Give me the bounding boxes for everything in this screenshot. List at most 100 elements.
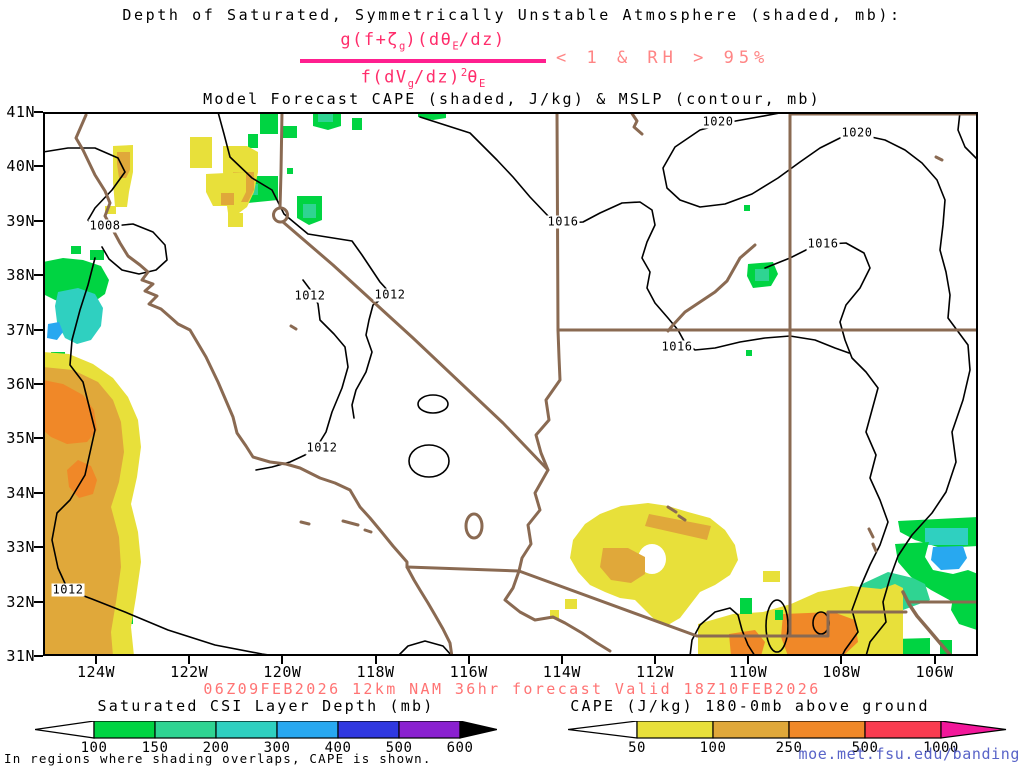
colorado-river: [666, 243, 757, 333]
state-borders: [74, 110, 980, 659]
colorbar-segment: [337, 721, 400, 739]
lon-tick: [560, 656, 563, 664]
colorbar-tick-label: 400: [324, 740, 352, 756]
formula-part: g: [399, 40, 406, 53]
colorbar-segment: [788, 721, 866, 739]
lon-label: 114W: [542, 663, 581, 681]
lon-tick: [840, 656, 843, 664]
contour-1016-ut: [764, 242, 889, 657]
formula-denominator: f(dVg/dz)2θE: [280, 67, 566, 90]
lon-label: 124W: [76, 663, 116, 681]
lon-label: 110W: [729, 663, 768, 681]
colorbar-tick-label: 200: [202, 740, 230, 756]
cape-colorbar-title: CAPE (J/kg) 180-0mb above ground: [570, 697, 930, 715]
lat-tick: [34, 491, 43, 494]
contour-corner: [957, 111, 979, 161]
lon-tick: [654, 656, 657, 664]
lon-tick: [933, 656, 936, 664]
contour-label: 1012: [305, 440, 339, 455]
formula-part: θ: [467, 67, 479, 88]
csi-colorbar-labels: 100 150 200 300 400 500 600: [35, 740, 497, 756]
colorbar-above-arrow: [459, 721, 497, 739]
page-title: Depth of Saturated, Symmetrically Unstab…: [122, 6, 902, 24]
contour-1012-sierra-b: [217, 111, 391, 419]
forecast-valid-line: 06Z09FEB2026 12km NAM 36hr forecast Vali…: [203, 680, 821, 698]
colorbar-below-arrow: [568, 721, 638, 739]
colorbar-above-arrow: [940, 721, 1007, 739]
contour-1012-oval-a: [417, 394, 449, 414]
lat-label: 34N: [6, 483, 35, 502]
border-nv-ut-az: [534, 110, 562, 472]
lat-tick: [34, 546, 43, 549]
formula-part: E: [452, 40, 459, 53]
cape-colorbar-labels: 50 100 250 500 1000: [568, 740, 1008, 756]
formula-part: 2: [460, 67, 468, 79]
contour-labels: 1008 1012 1012 1012 1012 1016 1016 1016 1020 1020: [43, 112, 978, 656]
contour-1016-nv: [419, 116, 850, 354]
lon-tick: [281, 656, 284, 664]
small-lakes-rivers: [289, 155, 944, 553]
formula-part: g(f+ζ: [340, 30, 400, 50]
colorbar-tick-label: 500: [385, 740, 413, 756]
colorbar-below-arrow: [35, 721, 95, 739]
lat-label: 32N: [6, 592, 35, 611]
source-url: moe.met.fsu.edu/banding: [798, 745, 1020, 763]
colorbar-segment: [864, 721, 942, 739]
map-canvas: [42, 110, 980, 659]
contour-label: 1012: [373, 287, 407, 302]
formula-part: f(dV: [360, 67, 408, 88]
contour-label: 1008: [88, 218, 122, 233]
lon-tick: [188, 656, 191, 664]
lon-label: 120W: [263, 663, 302, 681]
lat-tick: [34, 165, 43, 168]
lon-tick: [95, 656, 97, 664]
contour-1012-oval-b: [408, 444, 450, 478]
colorbar-tick-label: 600: [446, 740, 474, 756]
coast-gulf-california: [503, 569, 612, 653]
lon-label: 106W: [915, 663, 954, 681]
green-river: [629, 110, 644, 136]
lat-tick: [34, 328, 43, 331]
contour-label: 1016: [660, 339, 694, 354]
contour-mexico-a: [397, 640, 453, 657]
overlap-note: In regions where shading overlaps, CAPE …: [4, 751, 432, 766]
lon-tick: [374, 656, 377, 664]
csi-colorbar: [35, 721, 497, 739]
lat-label: 36N: [6, 375, 35, 393]
colorbar-segment: [712, 721, 790, 739]
border-ca-nv: [278, 110, 550, 573]
colorbar-tick-label: 300: [263, 740, 291, 756]
map-frame: [43, 112, 978, 656]
contour-1012-coast: [51, 257, 291, 659]
border-mexico-az-nm: [517, 569, 908, 638]
lat-tick: [34, 655, 43, 657]
formula-part: E: [479, 78, 486, 91]
lon-label: 122W: [170, 663, 209, 681]
colorbar-segment: [154, 721, 217, 739]
lon-tick: [747, 656, 750, 664]
formula-part: /dz): [458, 30, 506, 50]
contour-1020: [662, 111, 971, 657]
formula-part: )(dθ: [405, 30, 453, 50]
csi-colorbar-title: Saturated CSI Layer Depth (mb): [97, 697, 435, 715]
channel-islands: [299, 519, 373, 534]
colorbar-tick-label: 100: [80, 740, 108, 756]
formula-condition: < 1 & RH > 95%: [556, 48, 770, 68]
lat-tick: [34, 600, 43, 603]
colorbar-segment: [636, 721, 714, 739]
contour-label: 1016: [546, 214, 580, 229]
formula-part: /dz): [413, 67, 461, 88]
formula-part: g: [407, 78, 414, 91]
coast-baja: [405, 565, 454, 659]
cape-colorbar: [568, 721, 1007, 739]
contour-mexico-c: [765, 599, 789, 653]
contour-label: 1020: [701, 114, 735, 129]
colorbar-segment: [276, 721, 339, 739]
rio-grande: [901, 590, 954, 659]
lon-label: 118W: [356, 663, 395, 681]
contour-label: 1012: [293, 288, 327, 303]
lat-tick: [34, 274, 43, 277]
contour-1012-sierra-a: [255, 279, 349, 471]
lat-label: 41N: [6, 103, 35, 121]
